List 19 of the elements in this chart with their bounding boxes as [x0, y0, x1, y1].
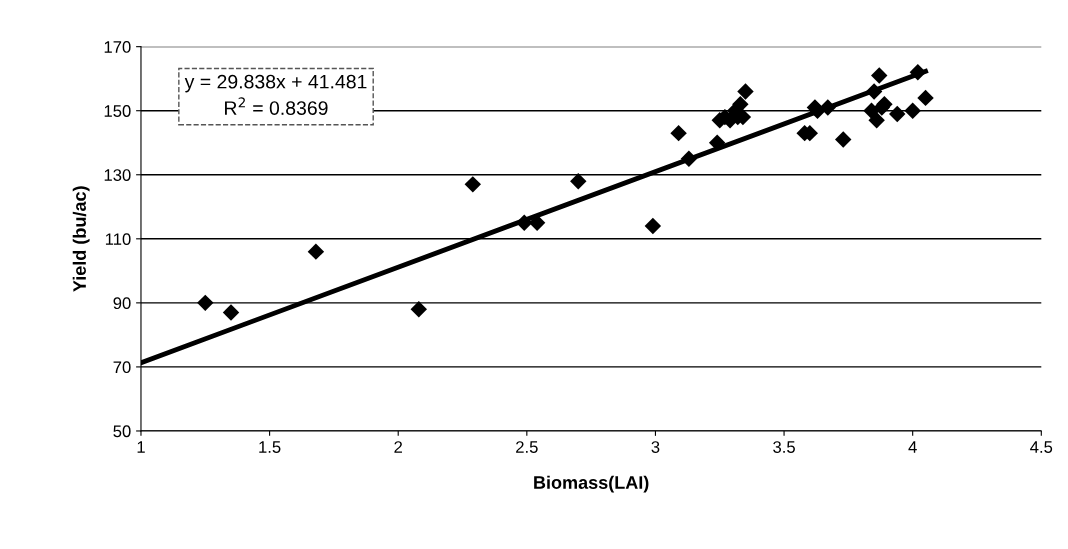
y-axis-title: Yield (bu/ac) — [72, 186, 90, 292]
y-tick-label: 70 — [113, 361, 131, 374]
annotation: R$^{2}$ = 0.8369 — [225, 97, 328, 115]
x-tick-label: 2 — [394, 441, 403, 453]
x-tick-label: 1 — [137, 441, 145, 453]
y-tick-label: 90 — [113, 297, 131, 310]
x-tick-label: 4.5 — [1030, 441, 1053, 453]
x-tick-label: 2.5 — [516, 441, 538, 453]
x-tick-label: 3.5 — [773, 441, 795, 453]
x-tick-label: 1.5 — [259, 441, 281, 453]
y-tick-label: 170 — [104, 41, 131, 53]
x-tick-label: 3 — [651, 441, 660, 453]
y-tick-label: 130 — [104, 169, 131, 181]
y-tick-label: 110 — [105, 233, 131, 246]
y-tick-label: 150 — [104, 105, 131, 117]
x-axis-title: Biomass(LAI) — [534, 475, 649, 493]
x-tick-label: 4 — [908, 441, 917, 453]
annotation: y = 29.838x + 41.481 — [184, 74, 367, 93]
y-tick-label: 50 — [113, 425, 131, 438]
